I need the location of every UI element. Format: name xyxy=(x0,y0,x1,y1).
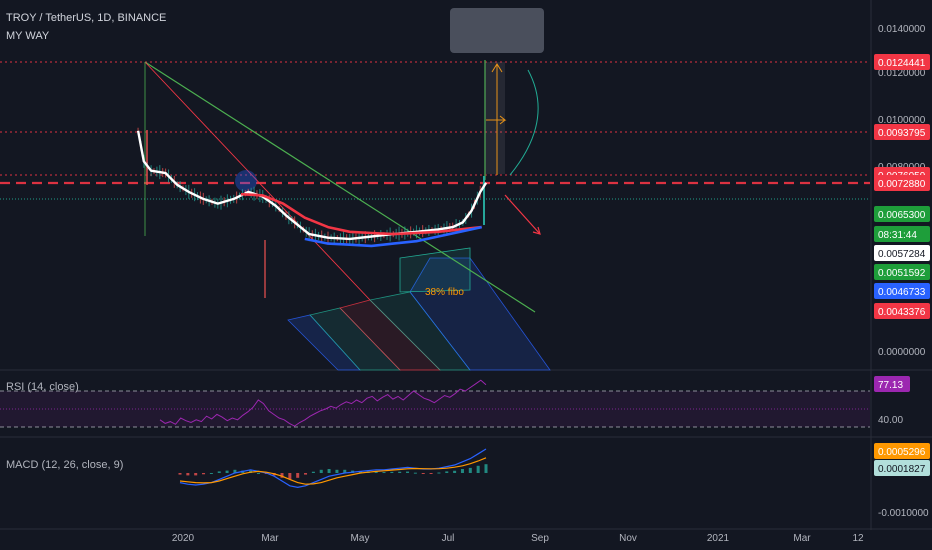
price-tag-label: 0.0051592 xyxy=(878,268,926,279)
down-arrow-head xyxy=(532,226,541,235)
rsi-line xyxy=(159,379,487,427)
macd-histogram-bar xyxy=(358,471,362,473)
macd-histogram-bar xyxy=(217,471,221,473)
macd-histogram-bar xyxy=(421,473,425,474)
y-tick-label: 0.0100000 xyxy=(878,115,926,126)
macd-histogram-bar xyxy=(311,471,315,473)
macd-histogram-bar xyxy=(429,473,433,474)
highlight-circle xyxy=(235,170,257,192)
price-tag xyxy=(874,283,930,299)
y-tick-label: 0.0140000 xyxy=(878,24,926,35)
macd-y-tick: -0.0010000 xyxy=(878,508,929,519)
curved-arrow xyxy=(509,69,539,176)
macd-value-tag xyxy=(874,460,930,476)
macd-histogram-bar xyxy=(484,464,488,473)
price-tag xyxy=(874,226,930,242)
x-tick-label: 2020 xyxy=(172,533,195,544)
price-tag-label: 0.0072880 xyxy=(878,179,926,190)
price-tag xyxy=(874,206,930,222)
trend-line-green xyxy=(144,61,536,313)
price-tag xyxy=(874,54,930,70)
projection-box xyxy=(485,62,505,174)
rsi-label[interactable]: RSI (14, close) xyxy=(6,381,79,393)
indicator-name: MY WAY xyxy=(6,30,50,42)
macd-value-label: 0.0005296 xyxy=(878,447,926,458)
macd-histogram-bar xyxy=(468,467,472,473)
rsi-value-tag xyxy=(874,376,910,392)
macd-histogram-bar xyxy=(374,471,378,473)
macd-histogram-bar xyxy=(382,472,386,474)
price-tag-label: 0.0046733 xyxy=(878,287,926,298)
price-tag-label: 0.0093795 xyxy=(878,128,926,139)
macd-histogram-bar xyxy=(288,473,292,480)
price-tag-label: 0.0057284 xyxy=(878,249,926,260)
projection-arrow-head xyxy=(491,63,503,73)
x-tick-label: 12 xyxy=(852,533,864,544)
macd-histogram-bar xyxy=(476,465,480,473)
macd-histogram-bar xyxy=(343,469,347,473)
macd-histogram-bar xyxy=(225,470,229,473)
macd-histogram-bar xyxy=(453,470,457,473)
price-tag-label: 08:31:44 xyxy=(878,230,917,241)
macd-value-tag xyxy=(874,443,930,459)
price-tag xyxy=(874,124,930,140)
x-tick-label: Sep xyxy=(531,533,549,544)
x-tick-label: Mar xyxy=(261,533,279,544)
x-tick-label: Mar xyxy=(793,533,811,544)
x-tick-label: Nov xyxy=(619,533,637,544)
price-tag xyxy=(874,264,930,280)
trend-line-red xyxy=(144,61,371,301)
series-line-blue-ma xyxy=(304,225,482,248)
fibo-label: 38% fibo xyxy=(425,287,464,298)
x-tick-label: 2021 xyxy=(707,533,730,544)
macd-histogram-bar xyxy=(460,469,464,473)
x-tick-label: May xyxy=(351,533,370,544)
price-tag xyxy=(874,175,930,191)
macd-histogram-bar xyxy=(406,471,410,473)
macd-histogram-bar xyxy=(296,473,300,478)
macd-histogram-bar xyxy=(202,473,206,475)
price-tag xyxy=(874,303,930,319)
rsi-y-tick: 40.00 xyxy=(878,415,903,426)
macd-histogram-bar xyxy=(413,472,417,474)
series-line-close xyxy=(136,130,488,241)
down-arrow xyxy=(504,194,541,235)
macd-label[interactable]: MACD (12, 26, close, 9) xyxy=(6,459,124,471)
macd-histogram-bar xyxy=(398,471,402,473)
price-tag-label: 0.0065300 xyxy=(878,210,926,221)
macd-value-label: 0.0001827 xyxy=(878,464,926,475)
rsi-value-label: 77.13 xyxy=(878,380,903,391)
note-box[interactable] xyxy=(450,8,544,53)
macd-histogram-bar xyxy=(327,469,331,473)
macd-line-signal xyxy=(179,457,487,485)
projection-arrow xyxy=(486,115,507,125)
series-line-red-ma xyxy=(240,192,482,236)
y-tick-label: 0.0120000 xyxy=(878,68,926,79)
macd-histogram-bar xyxy=(335,469,339,473)
fib-channel xyxy=(399,247,471,293)
macd-histogram-bar xyxy=(390,471,394,473)
macd-histogram-bar xyxy=(437,472,441,474)
macd-histogram-bar xyxy=(233,469,237,473)
macd-histogram-bar xyxy=(209,473,213,474)
price-tag-label: 0.0043376 xyxy=(878,307,926,318)
chart-title: TROY / TetherUS, 1D, BINANCE xyxy=(6,12,167,24)
macd-histogram-bar xyxy=(186,473,190,476)
y-tick-label: 0.0000000 xyxy=(878,347,926,358)
macd-histogram-bar xyxy=(256,473,260,474)
x-tick-label: Jul xyxy=(442,533,455,544)
macd-histogram-bar xyxy=(178,473,182,475)
price-tag xyxy=(874,245,930,261)
fib-channel xyxy=(409,257,551,371)
macd-histogram-bar xyxy=(445,471,449,473)
macd-histogram-bar xyxy=(194,473,198,476)
macd-histogram-bar xyxy=(319,469,323,473)
macd-histogram-bar xyxy=(304,473,308,475)
price-tag-label: 0.0124441 xyxy=(878,58,926,69)
macd-histogram-bar xyxy=(280,473,284,478)
